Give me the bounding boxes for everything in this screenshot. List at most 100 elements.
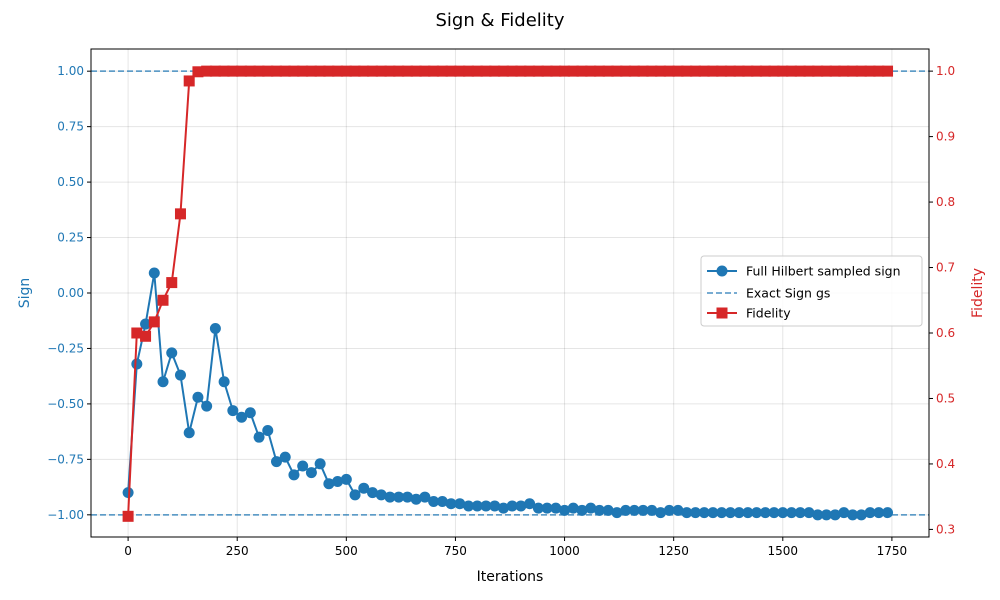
fidelity-point: [497, 65, 509, 77]
sampled-sign-point: [803, 507, 815, 519]
sampled-sign-point: [419, 491, 431, 503]
fidelity-point: [820, 65, 832, 77]
sampled-sign-point: [209, 322, 221, 334]
legend-label-fidelity: Fidelity: [746, 306, 791, 321]
sampled-sign-point: [471, 500, 483, 512]
sampled-sign-point: [497, 502, 509, 514]
sampled-sign-point: [611, 507, 623, 519]
sampled-sign-point: [323, 478, 335, 490]
sampled-sign-point: [855, 509, 867, 521]
y-right-tick-label: 0.6: [936, 326, 955, 340]
sampled-sign-point: [340, 473, 352, 485]
y-left-tick-label: −0.75: [47, 452, 84, 466]
fidelity-point: [253, 65, 265, 77]
fidelity-point: [166, 277, 178, 289]
fidelity-point: [428, 65, 440, 77]
sampled-sign-point: [663, 504, 675, 516]
sampled-sign-point: [742, 507, 754, 519]
sampled-sign-point: [759, 507, 771, 519]
y-axis-left-title: Sign: [17, 278, 33, 309]
y-axis-left: −1.00 −0.75 −0.50 −0.25 0.00 0.25 0.50 0.75 1.00: [47, 64, 91, 522]
sampled-sign-point: [585, 502, 597, 514]
sampled-sign-point: [506, 500, 518, 512]
sampled-sign-point: [367, 487, 379, 499]
fidelity-point: [218, 65, 230, 77]
sampled-sign-point: [183, 427, 195, 439]
fidelity-point: [864, 65, 876, 77]
fidelity-point: [768, 65, 780, 77]
y-right-tick-label: 0.7: [936, 261, 955, 275]
sampled-sign-point: [559, 504, 571, 516]
fidelity-point: [279, 65, 291, 77]
fidelity-point: [157, 294, 169, 306]
series-layer: [122, 65, 894, 522]
legend-label-exact-sign: Exact Sign gs: [746, 286, 830, 301]
fidelity-point: [559, 65, 571, 77]
sampled-sign-point: [148, 267, 160, 279]
y-left-tick-label: −1.00: [47, 508, 84, 522]
fidelity-point: [463, 65, 475, 77]
fidelity-point: [733, 65, 745, 77]
y-axis-right: 0.3 0.4 0.5 0.6 0.7 0.8 0.9 1.0: [929, 64, 955, 536]
sampled-sign-point: [305, 467, 317, 479]
sampled-sign-point: [602, 504, 614, 516]
fidelity-point: [602, 65, 614, 77]
sampled-sign-point: [393, 491, 405, 503]
fidelity-point: [707, 65, 719, 77]
sampled-sign-point: [646, 504, 658, 516]
fidelity-point: [620, 65, 632, 77]
sampled-sign-point: [672, 504, 684, 516]
sampled-sign-point: [401, 491, 413, 503]
fidelity-point: [794, 65, 806, 77]
fidelity-point: [803, 65, 815, 77]
fidelity-point: [550, 65, 562, 77]
fidelity-point: [724, 65, 736, 77]
fidelity-point: [646, 65, 658, 77]
fidelity-point: [454, 65, 466, 77]
fidelity-point: [401, 65, 413, 77]
fidelity-point: [410, 65, 422, 77]
fidelity-point: [140, 330, 152, 342]
fidelity-point: [270, 65, 282, 77]
fidelity-point: [882, 65, 894, 77]
fidelity-point: [532, 65, 544, 77]
y-left-tick-label: 0.75: [57, 120, 84, 134]
sampled-sign-point: [358, 482, 370, 494]
fidelity-point: [384, 65, 396, 77]
y-right-tick-label: 0.8: [936, 195, 955, 209]
fidelity-point: [288, 65, 300, 77]
fidelity-point: [759, 65, 771, 77]
sampled-sign-point: [768, 507, 780, 519]
sampled-sign-point: [698, 507, 710, 519]
fidelity-point: [628, 65, 640, 77]
fidelity-point: [716, 65, 728, 77]
fidelity-point: [244, 65, 256, 77]
fidelity-point: [262, 65, 274, 77]
x-axis-title: Iterations: [477, 569, 544, 585]
sampled-sign-point: [218, 376, 230, 388]
fidelity-point: [445, 65, 457, 77]
sampled-sign-point: [384, 491, 396, 503]
sampled-sign-point: [532, 502, 544, 514]
sampled-sign-point: [227, 405, 239, 417]
fidelity-point: [419, 65, 431, 77]
fidelity-point: [576, 65, 588, 77]
fidelity-point: [227, 65, 239, 77]
sampled-sign-point: [777, 507, 789, 519]
fidelity-point: [593, 65, 605, 77]
sampled-sign-point: [751, 507, 763, 519]
x-tick-label: 0: [124, 544, 132, 558]
fidelity-point: [148, 316, 160, 328]
fidelity-point: [812, 65, 824, 77]
sampled-sign-point: [593, 504, 605, 516]
fidelity-point: [655, 65, 667, 77]
fidelity-point: [209, 65, 221, 77]
sampled-sign-point: [410, 493, 422, 505]
sampled-sign-point: [288, 469, 300, 481]
legend-label-sampled-sign: Full Hilbert sampled sign: [746, 264, 901, 279]
sampled-sign-point: [375, 489, 387, 501]
chart-title: Sign & Fidelity: [436, 10, 565, 31]
fidelity-point: [201, 65, 213, 77]
x-tick-label: 1250: [658, 544, 689, 558]
